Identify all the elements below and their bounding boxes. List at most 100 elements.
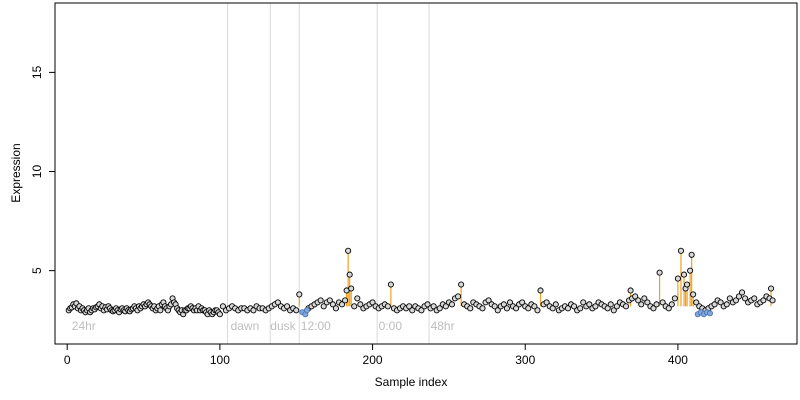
data-point	[604, 305, 611, 312]
x-tick-label: 100	[210, 353, 230, 367]
data-point	[549, 305, 556, 312]
data-point	[644, 299, 651, 306]
data-point	[635, 297, 642, 304]
blue-points	[299, 307, 713, 318]
spike-point	[627, 287, 634, 294]
data-point	[293, 307, 300, 314]
data-point	[668, 301, 675, 308]
y-axis-title: Expression	[9, 143, 23, 202]
spike-point	[687, 267, 694, 274]
data-point	[216, 311, 223, 318]
data-point	[592, 303, 599, 310]
data-point	[442, 303, 449, 310]
data-point	[500, 301, 507, 308]
data-point	[653, 301, 660, 308]
data-point	[369, 299, 376, 306]
data-point	[735, 293, 743, 300]
region-label: dusk	[270, 319, 296, 333]
data-point	[338, 301, 346, 308]
spikes	[298, 250, 772, 307]
data-point	[650, 305, 657, 312]
spike-point	[296, 291, 303, 298]
data-point	[494, 307, 501, 314]
data-point	[638, 301, 645, 308]
spike-point	[345, 247, 352, 254]
x-tick-label: 0	[64, 353, 71, 367]
spike-point	[537, 287, 544, 294]
data-point	[613, 303, 620, 310]
data-point	[448, 301, 456, 308]
region-label: 24hr	[72, 319, 96, 333]
data-point	[467, 305, 474, 312]
region-labels: 24hr dawn dusk 12:00 0:00 48hr	[72, 319, 455, 333]
data-point	[525, 305, 532, 312]
data-point	[354, 295, 361, 302]
data-point	[219, 303, 226, 310]
data-point	[357, 301, 364, 308]
x-tick-label: 400	[668, 353, 688, 367]
data-point	[760, 297, 767, 304]
plot-frame	[54, 2, 798, 345]
spike-point	[674, 275, 681, 282]
region-lines	[227, 3, 430, 344]
data-point	[622, 303, 630, 310]
data-point	[711, 301, 718, 308]
data-point	[586, 301, 593, 308]
data-point	[552, 301, 559, 308]
spike-point	[387, 281, 394, 288]
data-point	[284, 303, 291, 310]
data-point	[506, 299, 514, 306]
data-point	[455, 293, 462, 300]
data-point	[274, 299, 281, 306]
data-point	[332, 305, 339, 312]
x-axis-title: Sample index	[375, 375, 448, 389]
data-point	[409, 307, 416, 314]
y-tick-label: 5	[30, 267, 44, 274]
data-point	[632, 293, 639, 300]
data-point	[610, 307, 617, 314]
blue-point	[303, 307, 310, 314]
region-label: 48hr	[431, 319, 455, 333]
data-point	[406, 303, 413, 310]
data-point	[693, 299, 700, 306]
x-tick-label: 200	[363, 353, 383, 367]
spike-point	[690, 291, 697, 298]
data-points	[65, 247, 776, 318]
data-point	[571, 303, 578, 310]
data-point	[418, 307, 425, 314]
data-point	[726, 295, 733, 302]
data-point	[250, 307, 257, 314]
spike-point	[680, 271, 688, 278]
data-point	[503, 305, 510, 312]
data-point	[351, 303, 358, 310]
data-point	[641, 295, 648, 302]
data-point	[738, 289, 746, 296]
y-tick-label: 10	[30, 165, 44, 179]
data-point	[531, 303, 538, 310]
data-point	[577, 305, 584, 312]
data-point	[723, 301, 730, 308]
spike-point	[458, 281, 465, 288]
spike-point	[688, 251, 695, 258]
data-point	[430, 303, 437, 310]
data-point	[519, 299, 526, 306]
data-point	[751, 295, 758, 302]
region-label: dawn	[231, 319, 260, 333]
data-point	[436, 305, 443, 312]
spike-point	[656, 269, 663, 276]
data-point	[543, 299, 550, 306]
data-point	[157, 307, 164, 314]
data-point	[491, 303, 498, 310]
blue-point	[706, 310, 713, 317]
spike-point	[346, 271, 353, 278]
data-point	[384, 303, 391, 310]
x-tick-label: 300	[515, 353, 535, 367]
data-point	[671, 295, 678, 302]
data-point	[320, 303, 327, 310]
spike-point	[684, 281, 691, 288]
data-point	[326, 297, 333, 304]
data-point	[732, 297, 739, 304]
data-point	[534, 307, 541, 314]
